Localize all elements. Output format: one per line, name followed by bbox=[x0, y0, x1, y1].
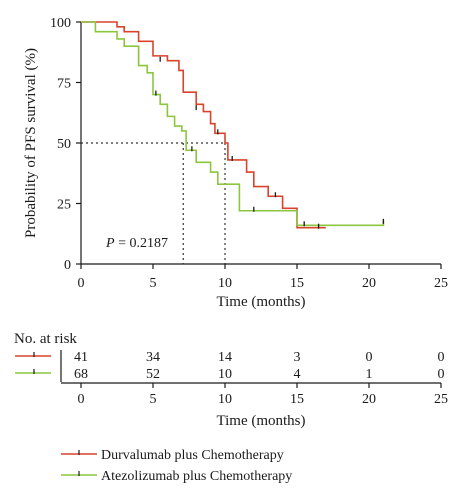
x-tick-label: 5 bbox=[150, 276, 157, 291]
y-tick-label: 0 bbox=[64, 258, 71, 273]
risk-table-x-ticks: 0 5 10 15 20 25 bbox=[78, 383, 448, 407]
risk-table-title: No. at risk bbox=[14, 331, 77, 347]
risk-count: 1 bbox=[366, 367, 373, 382]
risk-count: 14 bbox=[218, 350, 232, 365]
risk-count: 4 bbox=[294, 367, 301, 382]
legend: Durvalumab plus Chemotherapy Atezolizumab… bbox=[61, 448, 292, 484]
y-tick-label: 100 bbox=[50, 16, 71, 31]
risk-x-tick-label: 20 bbox=[362, 392, 376, 407]
risk-count: 3 bbox=[294, 350, 301, 365]
risk-count: 34 bbox=[146, 350, 160, 365]
risk-table-x-label: Time (months) bbox=[216, 413, 305, 429]
risk-count: 0 bbox=[438, 350, 445, 365]
x-ticks: 0 5 10 15 20 25 bbox=[78, 264, 448, 291]
legend-label: Atezolizumab plus Chemotherapy bbox=[101, 469, 292, 484]
risk-count: 10 bbox=[218, 367, 232, 382]
risk-table-rows: 41 34 14 3 0 068 52 10 4 1 0 bbox=[15, 350, 445, 382]
censor-marks bbox=[155, 56, 385, 229]
survival-curve-line bbox=[81, 21, 326, 229]
p-value-annotation: P = 0.2187 bbox=[105, 236, 168, 251]
x-tick-label: 10 bbox=[218, 276, 232, 291]
survival-curve-line bbox=[81, 21, 385, 227]
y-tick-label: 25 bbox=[57, 198, 71, 213]
p-value-text: = 0.2187 bbox=[115, 236, 168, 251]
median-reference-lines bbox=[81, 142, 226, 264]
risk-x-tick-label: 15 bbox=[290, 392, 304, 407]
y-axis-label: Probability of PFS survival (%) bbox=[23, 48, 39, 238]
risk-count: 0 bbox=[438, 367, 445, 382]
risk-x-tick-label: 5 bbox=[150, 392, 157, 407]
y-ticks: 0 25 50 75 100 bbox=[50, 16, 81, 273]
risk-count: 0 bbox=[366, 350, 373, 365]
y-tick-label: 75 bbox=[57, 77, 71, 92]
legend-label: Durvalumab plus Chemotherapy bbox=[101, 448, 284, 463]
x-tick-label: 25 bbox=[434, 276, 448, 291]
x-tick-label: 20 bbox=[362, 276, 376, 291]
risk-x-tick-label: 0 bbox=[78, 392, 85, 407]
risk-count: 52 bbox=[146, 367, 160, 382]
survival-curves bbox=[81, 21, 385, 229]
y-tick-label: 50 bbox=[57, 137, 71, 152]
plot-area: Probability of PFS survival (%) 02550751… bbox=[23, 16, 448, 310]
x-tick-label: 15 bbox=[290, 276, 304, 291]
risk-x-tick-label: 10 bbox=[218, 392, 232, 407]
risk-count: 41 bbox=[74, 350, 88, 365]
risk-count: 68 bbox=[74, 367, 88, 382]
x-tick-label: 0 bbox=[78, 276, 85, 291]
risk-table: No. at risk 41 34 14 3 0 068 52 10 4 1 0 0 5 10 15 20 2… bbox=[14, 331, 448, 429]
risk-x-tick-label: 25 bbox=[434, 392, 448, 407]
p-symbol: P bbox=[105, 236, 115, 251]
x-axis-label: Time (months) bbox=[216, 294, 305, 310]
